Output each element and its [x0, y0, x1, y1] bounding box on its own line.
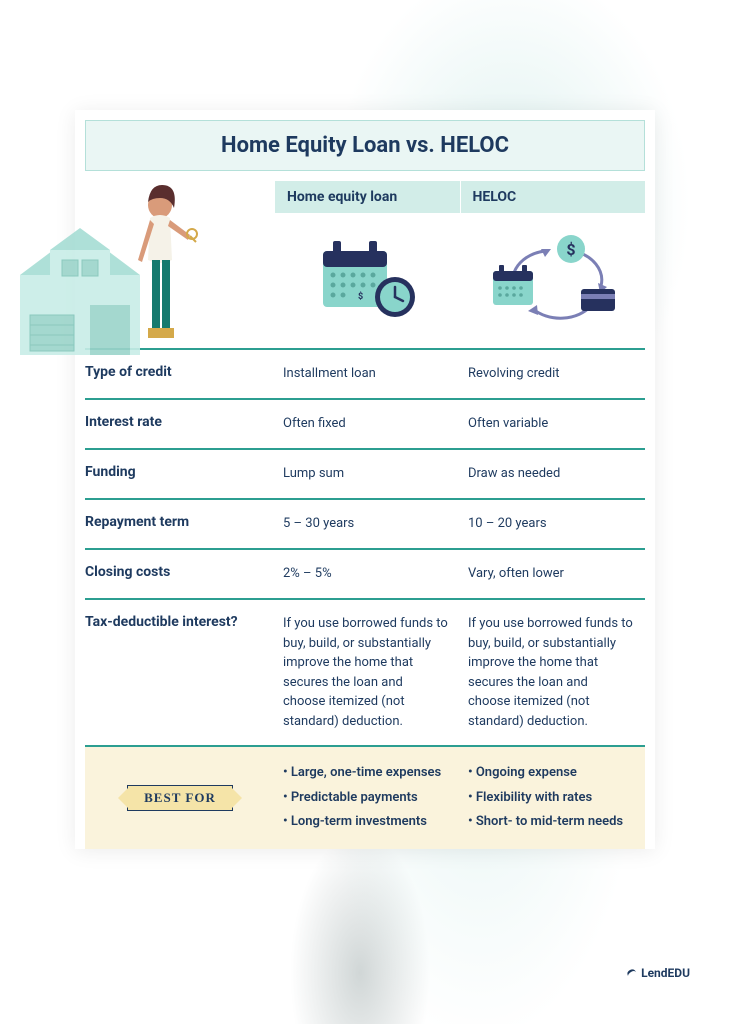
list-item: Large, one-time expenses — [283, 761, 448, 786]
row-value-a: If you use borrowed funds to buy, build,… — [275, 600, 460, 745]
brand-name: LendEDU — [641, 966, 690, 980]
row-value-b: Draw as needed — [460, 450, 645, 498]
row-value-b: If you use borrowed funds to buy, build,… — [460, 600, 645, 745]
column-header-b: HELOC — [461, 181, 646, 213]
icon-cell-b: $ — [460, 228, 645, 328]
row-value-b: Vary, often lower — [460, 550, 645, 598]
list-item: Long-term investments — [283, 810, 448, 835]
list-item: Short- to mid-term needs — [468, 810, 633, 835]
brand-footer: LendEDU — [625, 965, 690, 982]
column-header-a: Home equity loan — [275, 181, 461, 213]
table-row: Repayment term 5 – 30 years 10 – 20 year… — [85, 500, 645, 550]
page-title: Home Equity Loan vs. HELOC — [86, 133, 644, 158]
row-label: Interest rate — [85, 400, 275, 448]
svg-text:$: $ — [358, 291, 363, 302]
row-value-b: Often variable — [460, 400, 645, 448]
best-for-ribbon: BEST FOR — [127, 785, 233, 811]
revolving-credit-icon: $ — [483, 231, 623, 326]
list-item: Flexibility with rates — [468, 786, 633, 811]
best-for-cell-b: Ongoing expense Flexibility with rates S… — [460, 761, 645, 835]
calendar-clock-icon: $ — [313, 233, 423, 323]
row-value-b: Revolving credit — [460, 350, 645, 398]
row-value-a: Often fixed — [275, 400, 460, 448]
row-label: Closing costs — [85, 550, 275, 598]
row-value-a: 5 – 30 years — [275, 500, 460, 548]
icon-cell-a: $ — [275, 228, 460, 328]
table-row: Interest rate Often fixed Often variable — [85, 400, 645, 450]
best-for-label-cell: BEST FOR — [85, 761, 275, 835]
row-value-a: Installment loan — [275, 350, 460, 398]
table-row: Tax-deductible interest? If you use borr… — [85, 600, 645, 747]
table-row: Closing costs 2% – 5% Vary, often lower — [85, 550, 645, 600]
row-value-a: 2% – 5% — [275, 550, 460, 598]
brand-logo-icon — [625, 965, 639, 982]
best-for-row: BEST FOR Large, one-time expenses Predic… — [85, 747, 645, 849]
house-person-illustration — [10, 160, 230, 380]
best-for-cell-a: Large, one-time expenses Predictable pay… — [275, 761, 460, 835]
row-value-a: Lump sum — [275, 450, 460, 498]
list-item: Predictable payments — [283, 786, 448, 811]
row-label: Funding — [85, 450, 275, 498]
row-value-b: 10 – 20 years — [460, 500, 645, 548]
svg-text:$: $ — [566, 240, 575, 259]
row-label: Repayment term — [85, 500, 275, 548]
list-item: Ongoing expense — [468, 761, 633, 786]
row-label: Tax-deductible interest? — [85, 600, 275, 745]
table-row: Funding Lump sum Draw as needed — [85, 450, 645, 500]
